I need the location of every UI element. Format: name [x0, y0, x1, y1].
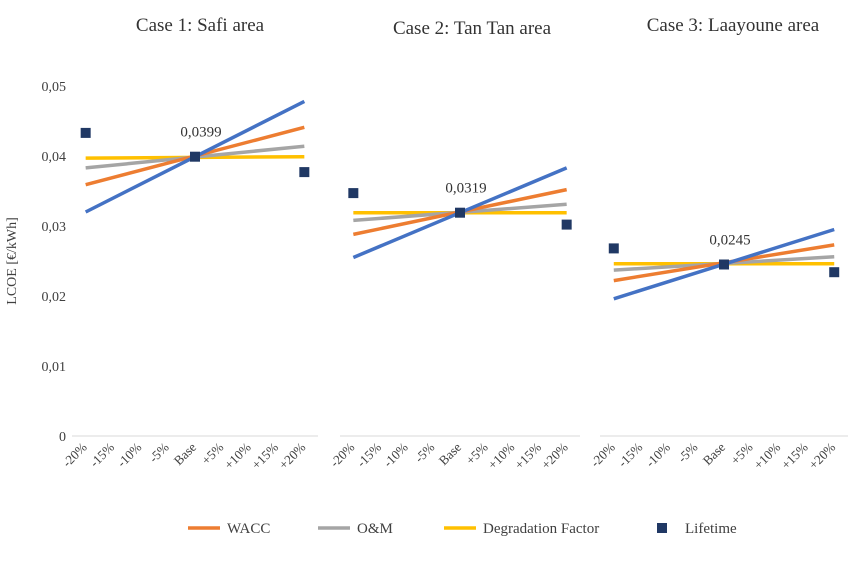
x-tick-label: -5% — [412, 439, 438, 465]
y-tick-label: 0,02 — [42, 290, 67, 305]
lifetime-point — [190, 151, 200, 162]
x-tick-label: -5% — [146, 439, 172, 465]
x-tick-label: Base — [700, 439, 729, 468]
x-tick-label: -20% — [587, 439, 618, 470]
legend-label-degradation-factor: Degradation Factor — [483, 521, 599, 537]
y-tick-label: 0,03 — [42, 220, 67, 235]
base-value-label: 0,0245 — [709, 233, 750, 249]
x-tick-label: -15% — [615, 439, 646, 470]
x-tick-label: +10% — [221, 439, 254, 472]
x-tick-label: -20% — [327, 439, 358, 470]
x-tick-label: -10% — [380, 439, 411, 470]
y-tick-label: 0 — [59, 430, 66, 445]
x-tick-label: +20% — [276, 439, 309, 472]
lifetime-point — [455, 207, 465, 218]
legend-label-lifetime: Lifetime — [685, 521, 737, 537]
x-tick-label: Base — [171, 439, 200, 468]
legend-label-o-m: O&M — [357, 521, 393, 537]
x-tick-label: -15% — [87, 439, 118, 470]
lifetime-point — [561, 219, 572, 230]
x-tick-label: -10% — [642, 439, 673, 470]
y-tick-label: 0,04 — [42, 150, 67, 165]
lifetime-point — [348, 188, 359, 199]
lifetime-point — [829, 267, 840, 278]
base-value-label: 0,0399 — [180, 125, 221, 141]
x-tick-label: -10% — [114, 439, 145, 470]
x-tick-label: -5% — [675, 439, 701, 465]
x-tick-label: +15% — [511, 439, 544, 472]
y-tick-label: 0,05 — [42, 80, 67, 95]
x-tick-label: -15% — [354, 439, 385, 470]
panel-case-2: Case 2: Tan Tan area -20%-15%-10% -5%Base +… — [327, 18, 580, 472]
lifetime-point — [299, 167, 310, 178]
x-tick-label: +10% — [751, 439, 784, 472]
lifetime-point — [80, 127, 91, 138]
base-value-label: 0,0319 — [445, 181, 486, 197]
lifetime-point — [608, 243, 619, 254]
panel-title: Case 2: Tan Tan area — [393, 18, 552, 39]
lifetime-point — [719, 259, 729, 270]
x-tick-label: +20% — [538, 439, 571, 472]
x-tick-label: +15% — [248, 439, 281, 472]
panel-title: Case 3: Laayoune area — [647, 15, 820, 36]
panel-title: Case 1: Safi area — [136, 15, 265, 36]
legend-swatch-lifetime — [657, 523, 667, 533]
y-axis-label: LCOE [€/kWh] — [5, 217, 20, 304]
x-tick-label: Base — [436, 439, 465, 468]
y-tick-label: 0,01 — [42, 360, 67, 375]
x-tick-label: +20% — [806, 439, 839, 472]
x-tick-label: +10% — [485, 439, 518, 472]
panel-case-3: Case 3: Laayoune area -20%-15%-10% -5% Base… — [587, 15, 848, 472]
panel-case-1: Case 1: Safi area-20%-15%-10% -5%Base +5%+… — [59, 15, 318, 472]
x-tick-label: +15% — [778, 439, 811, 472]
legend-label-wacc: WACC — [227, 521, 270, 537]
